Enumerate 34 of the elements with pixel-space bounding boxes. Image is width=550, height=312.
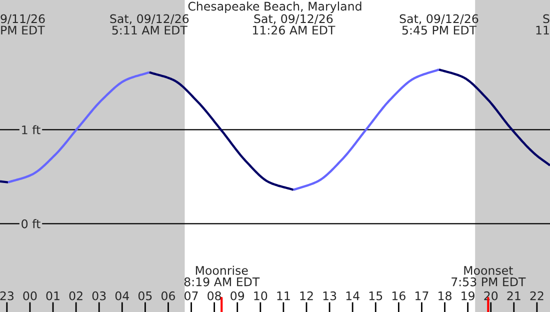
- x-tick-label: 14: [346, 292, 360, 300]
- chart-title: Chesapeake Beach, Maryland: [188, 2, 362, 13]
- x-tick-label: 07: [184, 291, 198, 300]
- x-tick-label: 13: [323, 291, 336, 300]
- ref-line-label: Moonrise 8:19 AM EDT: [184, 266, 260, 286]
- y-tick-label: 1 ft: [22, 125, 40, 134]
- ref-line-label: Moonset 7:53 PM EDT: [452, 266, 526, 286]
- x-tick-label: 03: [92, 291, 106, 300]
- y-tick-label: 0 ft: [22, 219, 40, 228]
- x-tick-label: 22: [530, 291, 544, 300]
- x-tick-label: 21: [507, 291, 520, 300]
- x-tick-label: 02: [69, 291, 82, 300]
- x-tick-label: 23: [0, 291, 14, 300]
- x-tick-label: 16: [392, 291, 406, 300]
- x-tick-label: 04: [115, 291, 129, 300]
- annotation: Sat, 09/12/26 5:11 AM EDT: [110, 14, 189, 35]
- annotation: Sat, 09/12/26 5:45 PM EDT: [400, 14, 478, 35]
- x-tick-label: 00: [23, 291, 37, 300]
- x-tick-label: 06: [161, 291, 175, 300]
- x-tick-label: 05: [138, 291, 152, 300]
- x-tick-label: 20: [484, 291, 498, 300]
- x-tick-label: 10: [254, 291, 268, 300]
- x-tick-label: 17: [416, 292, 428, 300]
- annotation: S 11: [536, 14, 550, 34]
- x-tick-label: 12: [300, 291, 313, 300]
- x-tick-label: 19: [462, 291, 474, 300]
- annotation: Sat, 09/12/26 11:26 AM EDT: [252, 14, 336, 35]
- x-tick-label: 08: [208, 291, 222, 300]
- x-tick-label: 11: [277, 292, 290, 300]
- annotation: 9/11/26 PM EDT: [0, 14, 45, 34]
- x-tick-label: 18: [438, 291, 452, 300]
- x-tick-label: 15: [369, 292, 382, 300]
- x-tick-label: 01: [46, 291, 60, 300]
- x-tick-label: 09: [230, 291, 244, 300]
